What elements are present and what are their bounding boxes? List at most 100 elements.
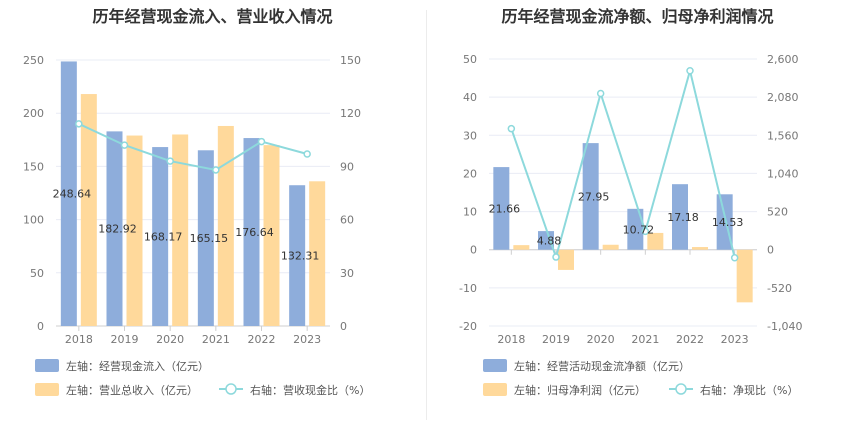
legend-label: 左轴：营业总收入（亿元） — [66, 383, 198, 397]
y-right-tick-label: 0 — [340, 320, 347, 333]
data-label: 168.17 — [144, 231, 183, 244]
line-point — [552, 253, 560, 261]
y-right-tick-label: -1,040 — [767, 320, 802, 333]
bar-secondary — [736, 249, 753, 303]
bar-secondary — [217, 125, 234, 326]
bar-primary — [106, 131, 123, 326]
line-point — [507, 124, 516, 133]
bar-primary — [582, 143, 599, 250]
y-left-tick-label: 100 — [23, 214, 44, 227]
legend-label: 左轴：经营活动现金流净额（亿元） — [514, 359, 690, 373]
y-right-tick-label: 60 — [340, 214, 354, 227]
bar-secondary — [692, 247, 708, 250]
data-label: 27.95 — [578, 190, 610, 203]
y-left-tick-label: 0 — [37, 320, 44, 333]
left-chart-title: 历年经营现金流入、营业收入情况 — [92, 7, 333, 26]
right-chart-panel: 历年经营现金流净额、归母净利润情况 -20 -10 0 10 20 30 40 50 -1,04… — [425, 0, 850, 437]
y-left-tick-label: 30 — [463, 129, 477, 142]
y-right-tick-label: 520 — [767, 206, 788, 219]
line-point — [75, 120, 83, 128]
x-tick-label: 2018 — [497, 333, 525, 346]
y-left-tick-label: 0 — [470, 244, 477, 257]
bar-secondary — [513, 245, 530, 250]
legend-label: 右轴：营收现金比（%） — [250, 383, 370, 397]
bar-primary — [627, 208, 644, 250]
line-point — [641, 227, 650, 236]
y-left-tick-label: 10 — [463, 206, 477, 219]
line-point — [303, 150, 311, 158]
bar-secondary — [309, 181, 326, 326]
line-point — [166, 157, 174, 165]
y-left-tick-label: 50 — [30, 267, 44, 280]
data-label: 182.92 — [98, 223, 137, 236]
legend-swatch — [483, 383, 507, 396]
left-chart-panel: 历年经营现金流入、营业收入情况 0 50 100 150 200 250 0 30 60 90 12… — [23, 7, 370, 397]
legend-label: 右轴：净现比（%） — [700, 383, 798, 397]
x-tick-label: 2022 — [676, 333, 704, 346]
x-tick-label: 2022 — [248, 333, 276, 346]
bar-primary — [289, 185, 306, 326]
bar-secondary — [172, 134, 189, 326]
data-label: 21.66 — [489, 202, 520, 215]
data-label: 176.64 — [235, 226, 274, 239]
line-point — [257, 137, 266, 146]
bar-primary — [493, 167, 510, 250]
y-right-tick-label: 90 — [340, 160, 354, 173]
bar-secondary — [558, 249, 574, 270]
y-left-tick-label: 40 — [463, 91, 477, 104]
y-right-tick-label: -520 — [767, 282, 792, 295]
x-tick-label: 2020 — [587, 333, 615, 346]
line-point — [686, 66, 694, 75]
bar-primary — [152, 147, 169, 326]
line-point — [730, 254, 739, 262]
y-right-tick-label: 150 — [340, 54, 361, 67]
line-series — [78, 122, 308, 172]
legend-line-marker — [675, 383, 687, 395]
legend-swatch — [35, 383, 59, 396]
bar-secondary — [602, 244, 619, 250]
line-point — [596, 89, 605, 98]
data-label: 165.15 — [190, 232, 229, 245]
bar-secondary — [263, 145, 280, 326]
y-right-tick-label: 1,560 — [767, 129, 799, 142]
data-label: 132.31 — [281, 250, 320, 263]
y-left-tick-label: 20 — [463, 167, 477, 180]
legend-label: 左轴：归母净利润（亿元） — [514, 383, 646, 397]
x-tick-label: 2021 — [202, 333, 230, 346]
bar-primary — [243, 138, 260, 326]
bar-primary — [538, 231, 554, 250]
y-left-tick-label: -20 — [459, 320, 477, 333]
data-label: 4.88 — [537, 234, 562, 247]
x-tick-label: 2023 — [293, 333, 321, 346]
x-tick-label: 2021 — [631, 333, 659, 346]
bar-secondary — [647, 232, 664, 250]
data-label: 17.18 — [667, 211, 699, 224]
line-point — [120, 141, 129, 149]
data-label: 10.72 — [623, 223, 655, 236]
y-right-tick-label: 120 — [340, 107, 361, 120]
legend-line-marker — [225, 383, 237, 395]
right-chart-title: 历年经营现金流净额、归母净利润情况 — [501, 7, 774, 26]
bar-primary — [60, 61, 77, 326]
legend-swatch — [483, 359, 507, 372]
y-left-tick-label: -10 — [459, 282, 477, 295]
y-right-tick-label: 2,600 — [767, 53, 799, 66]
y-left-tick-label: 50 — [463, 53, 477, 66]
bar-secondary — [126, 135, 143, 326]
legend-swatch — [35, 359, 59, 372]
y-left-tick-label: 250 — [23, 54, 44, 67]
data-label: 248.64 — [53, 188, 92, 201]
x-tick-label: 2019 — [542, 333, 570, 346]
bar-secondary — [80, 94, 97, 326]
bar-primary — [197, 150, 214, 326]
line-series — [510, 66, 736, 261]
bar-primary — [672, 184, 688, 250]
legend-label: 左轴：经营现金流入（亿元） — [66, 359, 209, 373]
y-right-tick-label: 30 — [340, 267, 354, 280]
right-chart-svg: -20 -10 0 10 20 30 40 50 -1,040 -520 0 520 1,040 1,56… — [459, 53, 802, 397]
x-tick-label: 2023 — [721, 333, 749, 346]
x-tick-label: 2018 — [65, 333, 93, 346]
panel-divider — [426, 10, 427, 420]
data-label: 14.53 — [712, 216, 744, 229]
y-left-tick-label: 150 — [23, 160, 44, 173]
